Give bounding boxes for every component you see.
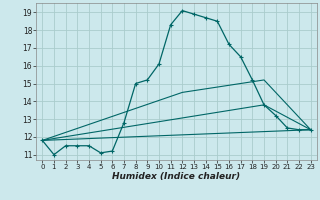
X-axis label: Humidex (Indice chaleur): Humidex (Indice chaleur) bbox=[112, 172, 241, 181]
